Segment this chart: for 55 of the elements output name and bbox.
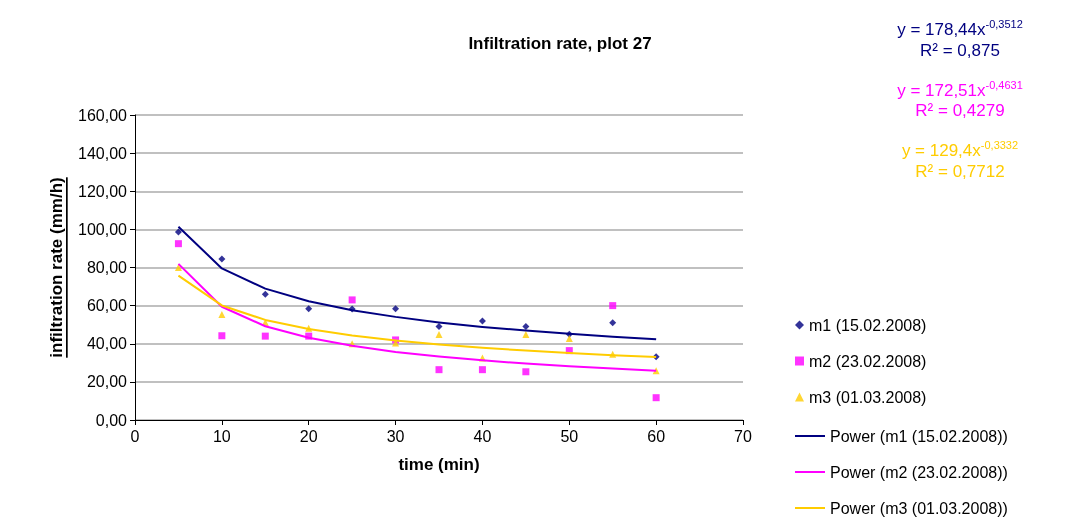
x-tick-label: 50 [560, 427, 579, 445]
legend-label: Power (m2 (23.02.2008)) [830, 463, 1008, 481]
point [609, 302, 617, 310]
point [522, 331, 530, 339]
point [174, 228, 182, 236]
legend-label: Power (m1 (15.02.2008)) [830, 427, 1008, 445]
x-tick-label: 70 [734, 427, 752, 445]
text: R² = 0,7712 [914, 160, 1006, 182]
legend-label: m3 (01.03.2008) [809, 388, 927, 406]
y-tick-label: 80,00 [86, 259, 128, 276]
point [609, 319, 617, 327]
chart-title: Infiltration rate, plot 27 [468, 34, 652, 53]
point [435, 331, 443, 339]
point [218, 332, 226, 340]
x-tick-label: 30 [386, 427, 405, 445]
y-tick-label: 0,00 [95, 411, 128, 429]
x-tick-label: 20 [299, 427, 318, 445]
x-tick-label: 40 [473, 427, 492, 445]
text: y = 129,4x$^{-0,3332}$ [900, 138, 1020, 161]
point [522, 323, 530, 331]
y-tick-label: 160,00 [78, 106, 128, 124]
x-tick-label: 0 [130, 427, 140, 445]
point [435, 323, 443, 331]
y-tick-label: 20,00 [86, 373, 128, 391]
y-tick-label: 140,00 [78, 144, 128, 162]
x-tick-label: 10 [212, 427, 231, 445]
y-tick-label: 60,00 [86, 297, 128, 315]
y-axis-title: infiltration rate (mm/h) [47, 177, 66, 358]
point [218, 310, 226, 318]
text: R² = 0,875 [919, 39, 1001, 61]
point [652, 394, 660, 402]
text: y = 172,51x$^{-0,4631}$ [896, 77, 1024, 101]
text: R² = 0,4279 [914, 100, 1006, 122]
point [305, 305, 313, 313]
y-tick-label: 40,00 [86, 335, 128, 353]
point [174, 240, 182, 248]
point [218, 255, 226, 263]
point [392, 305, 400, 313]
point [174, 264, 182, 271]
y-tick-label: 120,00 [78, 182, 128, 200]
legend-label: m2 (23.02.2008) [809, 352, 927, 370]
point [478, 317, 486, 325]
point [478, 366, 486, 374]
point [348, 296, 356, 304]
point [522, 368, 530, 376]
text: y = 178,44x$^{-0,3512}$ [896, 17, 1024, 40]
x-tick-label: 60 [647, 427, 666, 445]
point [435, 366, 443, 374]
line-series [177, 225, 658, 341]
y-tick-label: 100,00 [78, 220, 128, 238]
legend-label: m1 (15.02.2008) [809, 316, 927, 334]
point [261, 332, 269, 340]
legend-label: Power (m3 (01.03.2008)) [830, 499, 1008, 517]
point [261, 290, 269, 298]
x-axis-title: time (min) [398, 455, 480, 474]
